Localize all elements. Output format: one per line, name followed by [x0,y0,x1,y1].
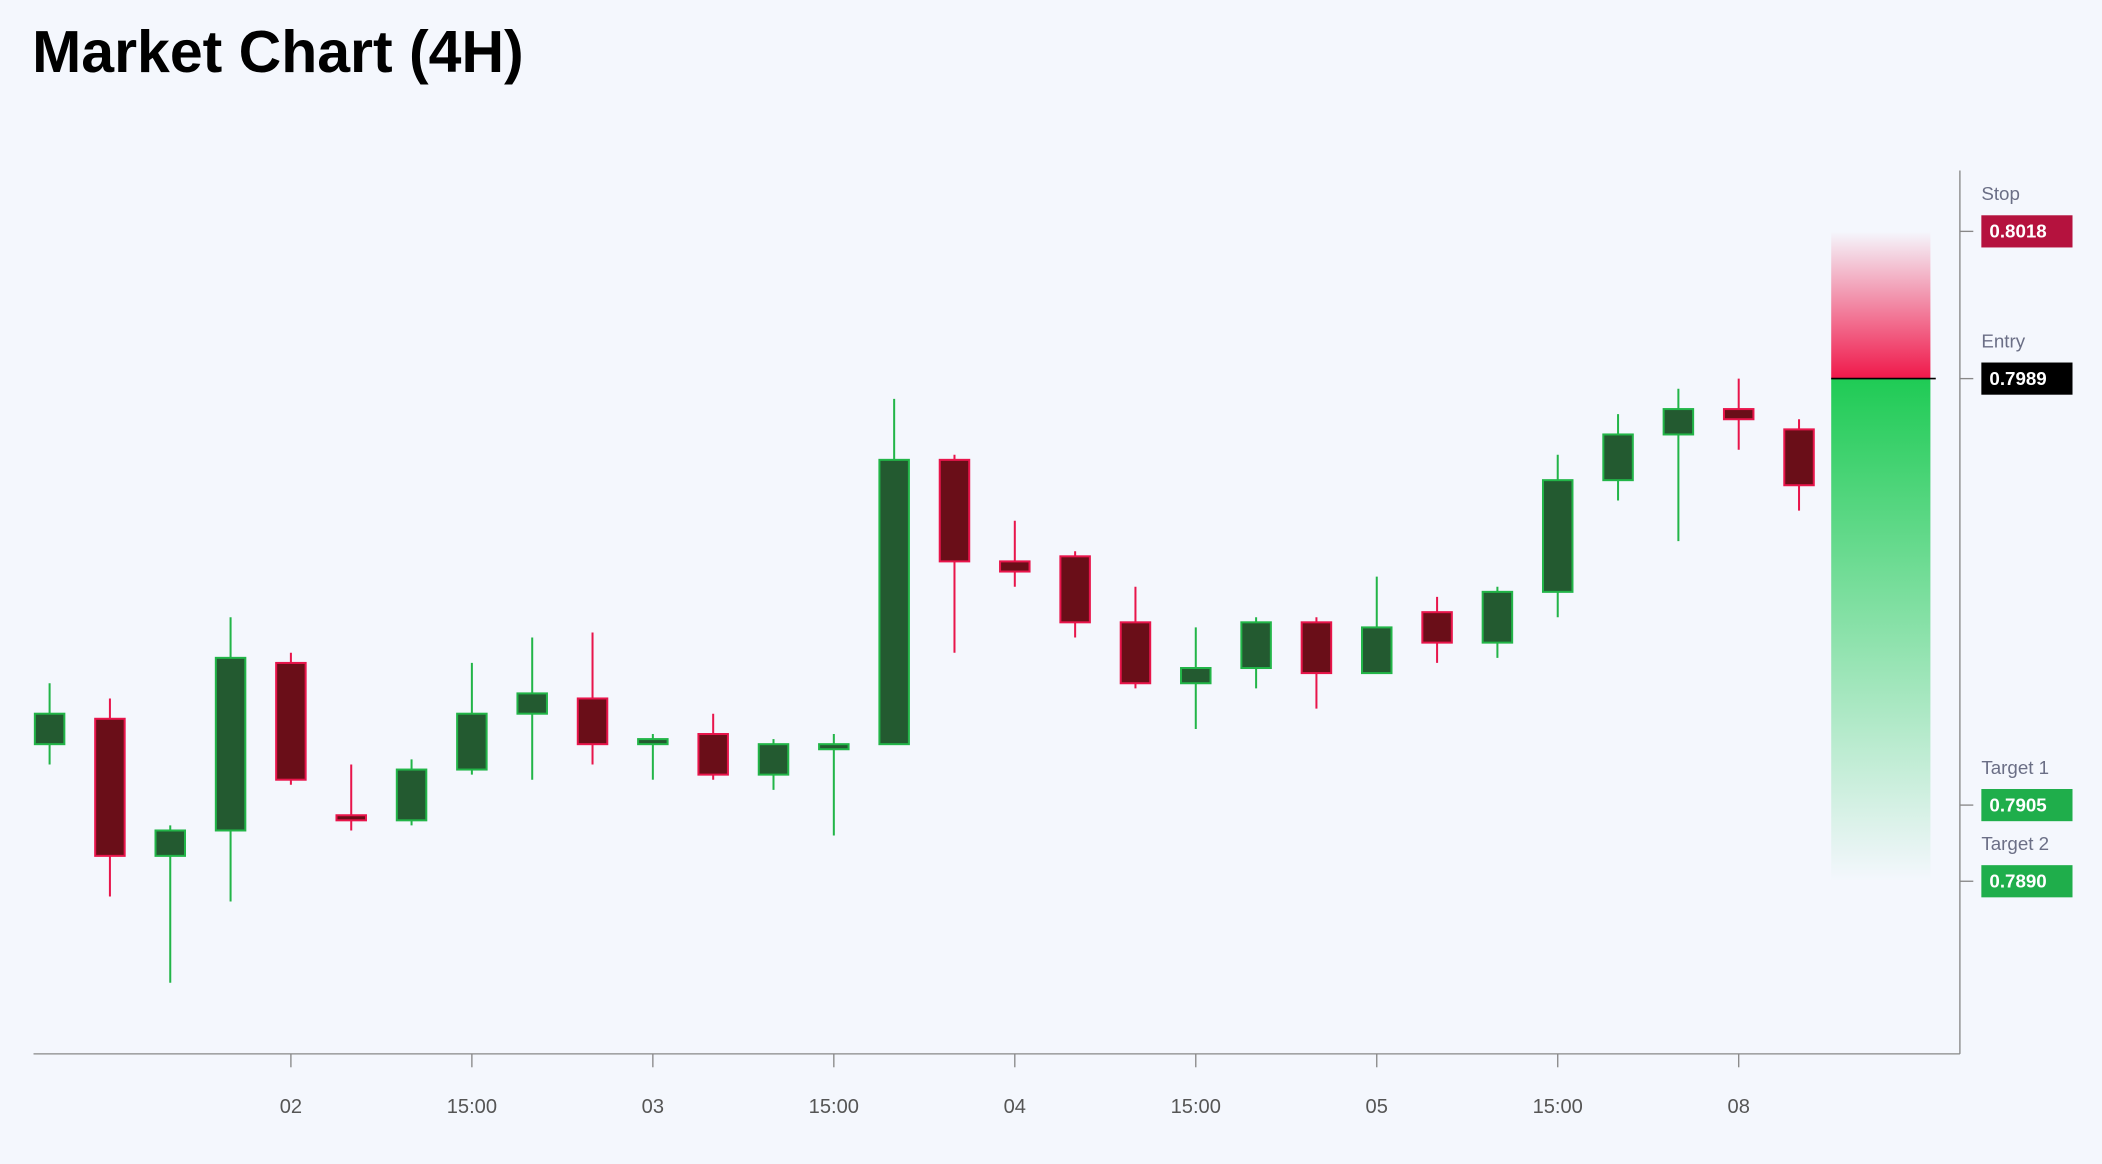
level-value: 0.7890 [1989,871,2046,892]
candle-body [757,743,790,776]
level-value: 0.7989 [1989,368,2046,389]
x-tick-label: 15:00 [447,1096,497,1118]
level-badge [1981,215,2073,248]
reward-zone [1831,378,1931,882]
level-name: Target 2 [1981,833,2049,854]
candle-body [456,712,488,771]
x-tick-label: 02 [280,1096,302,1118]
level-value: 0.8018 [1989,221,2046,242]
level-value: 0.7905 [1989,794,2046,815]
candle-body [818,743,850,751]
candle-body [1602,433,1634,482]
candle-body [395,768,428,822]
candle-body [1361,626,1393,675]
candle-body [94,717,126,857]
x-tick-label: 15:00 [1533,1096,1583,1118]
candle-body [1300,621,1333,675]
candle-body [1662,408,1695,436]
x-tick-label: 15:00 [1171,1096,1221,1118]
level-badge [1981,362,2073,395]
x-tick-label: 08 [1728,1096,1750,1118]
level-badge [1981,865,2073,898]
candle-body [1722,408,1755,421]
candle-body [999,560,1031,573]
candle-body [576,697,609,746]
candle-body [275,661,307,781]
candle-body [154,829,187,857]
candle-body [637,738,669,746]
candle-body [516,692,548,715]
candle-body [1240,621,1272,670]
x-tick-label: 15:00 [809,1096,859,1118]
x-tick-label: 04 [1004,1096,1026,1118]
candle-body [938,458,971,563]
chart-title: Market Chart (4H) [32,20,524,85]
candle-body [1481,590,1514,644]
candle-body [335,814,367,822]
level-badge [1981,789,2073,822]
candle-body [697,733,729,776]
x-tick-label: 05 [1366,1096,1388,1118]
risk-zone [1831,231,1931,379]
candle-body [214,656,247,832]
candle-body [1180,667,1212,685]
candle-body [33,712,66,746]
candle-body [1421,611,1453,644]
x-tick-label: 03 [642,1096,664,1118]
level-name: Stop [1981,183,2020,204]
level-name: Entry [1981,330,2025,351]
candle-body [1783,428,1815,487]
candle-body [1119,621,1152,685]
candle-body [878,458,910,746]
level-name: Target 1 [1981,757,2049,778]
candle-body [1541,479,1574,593]
candle-body [1059,555,1091,624]
